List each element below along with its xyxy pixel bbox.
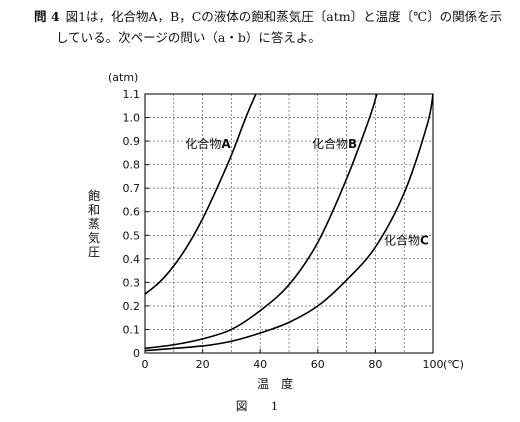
series-label-1: 化合物A (185, 136, 231, 151)
series-line-3 (144, 93, 434, 352)
x-tick-label: 0 (142, 358, 149, 371)
y-axis-label-char: 和 (88, 203, 100, 217)
y-tick-label: 0.3 (123, 276, 141, 289)
x-tick-label: 60 (311, 358, 325, 371)
y-axis-label-char: 飽 (88, 188, 100, 203)
chart-axes (144, 93, 434, 354)
chart-tick-labels: 0 20 40 60 80 100 (℃) 0 0.1 0.2 0.3 0.4 0.5 0.6 0.7 0.8… (123, 88, 464, 371)
x-tick-label: 80 (368, 358, 382, 371)
y-tick-label: 1.0 (123, 112, 141, 125)
y-axis-unit-label: (atm) (108, 71, 138, 84)
plot-frame (144, 93, 434, 354)
question-number: 問 4 (34, 9, 60, 24)
y-tick-label: 0.1 (123, 323, 141, 336)
y-tick-label: 0.4 (123, 253, 141, 266)
chart-series (144, 93, 434, 352)
y-axis-label-char: 気 (88, 230, 100, 245)
y-axis-label-char: 蒸 (88, 217, 100, 231)
x-tick-label: 100 (423, 358, 444, 371)
series-line-2 (144, 93, 378, 350)
y-axis-label: 飽和蒸気圧 (88, 188, 100, 259)
series-label-3: 化合物C (384, 233, 429, 248)
y-tick-label: 0 (133, 347, 140, 360)
x-axis-unit-label: (℃) (443, 358, 464, 371)
question-line-1: 問 4 図1は，化合物A，B，Cの液体の飽和蒸気圧〔atm〕と温度〔℃〕の関係を示 (34, 6, 514, 27)
x-tick-label: 20 (196, 358, 210, 371)
question-line-2: している。次ページの問い（a・b）に答えよ。 (56, 30, 321, 45)
y-tick-label: 0.5 (123, 229, 141, 242)
question-text: 問 4 図1は，化合物A，B，Cの液体の飽和蒸気圧〔atm〕と温度〔℃〕の関係を示… (34, 6, 514, 48)
x-tick-label: 40 (253, 358, 267, 371)
series-label-2: 化合物B (312, 136, 357, 151)
y-tick-label: 0.9 (123, 135, 141, 148)
series-line-1 (144, 93, 257, 295)
y-axis-label-char: 圧 (88, 245, 100, 259)
y-tick-label: 0.7 (123, 182, 141, 195)
y-tick-label: 0.8 (123, 159, 141, 172)
x-axis-label: 温 度 (257, 376, 293, 391)
chart-grid (145, 93, 433, 353)
y-tick-label: 1.1 (123, 88, 141, 101)
chart-series-labels: 化合物A 化合物B 化合物C (185, 136, 429, 248)
y-axis-title: 飽和蒸気圧 (88, 188, 100, 259)
figure-caption: 図 1 (235, 399, 285, 413)
question-line-1-text: 図1は，化合物A，B，Cの液体の飽和蒸気圧〔atm〕と温度〔℃〕の関係を示 (65, 9, 503, 24)
y-tick-label: 0.2 (123, 300, 141, 313)
y-tick-label: 0.6 (123, 206, 141, 219)
